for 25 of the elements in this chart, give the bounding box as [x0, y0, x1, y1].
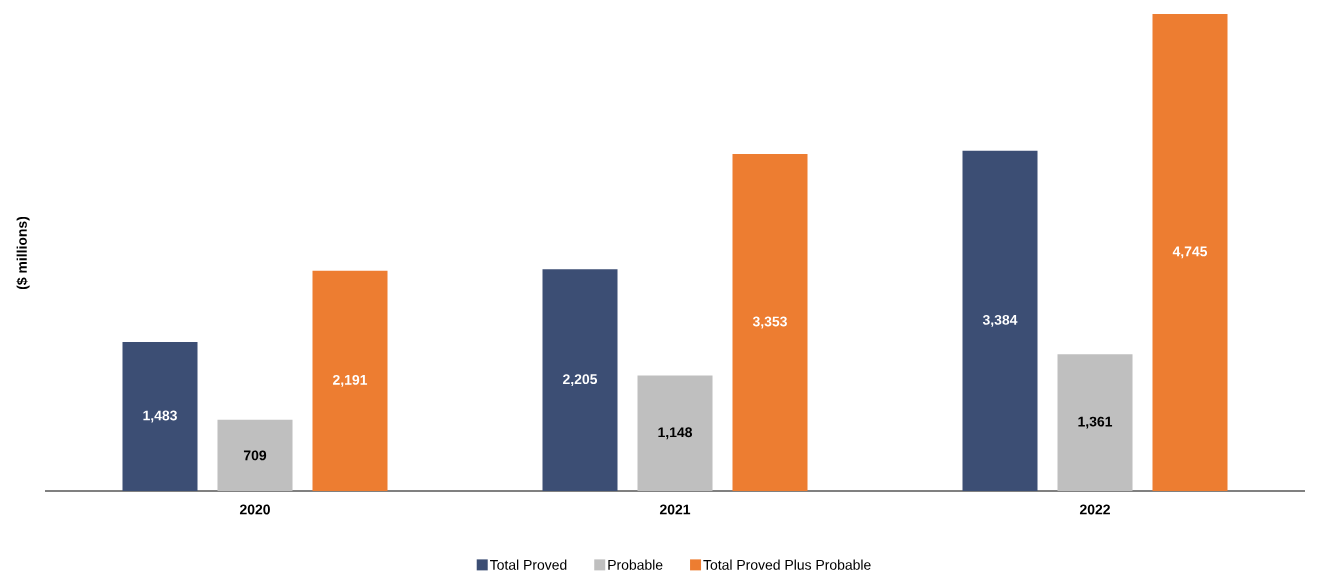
- bar: [122, 341, 198, 491]
- bar: [312, 270, 388, 491]
- data-label: 1,483: [143, 410, 177, 423]
- x-tick-label: 2022: [1079, 504, 1110, 515]
- legend-label: Total Proved Plus Probable: [703, 559, 871, 570]
- data-label: 3,384: [982, 314, 1018, 327]
- bar: [1152, 14, 1228, 491]
- data-label: 1,148: [658, 427, 693, 440]
- data-label: 2,205: [563, 374, 598, 387]
- x-tick-label: 2021: [659, 504, 691, 515]
- data-label: 3,353: [752, 316, 787, 329]
- bar: [962, 150, 1038, 491]
- bar: [217, 419, 293, 491]
- bar: [732, 153, 808, 491]
- bar: [542, 269, 618, 491]
- y-axis-title: ($ millions): [16, 216, 30, 290]
- data-label: 709: [243, 450, 267, 461]
- data-label: 1,361: [1078, 416, 1113, 429]
- data-label: 2,191: [333, 374, 368, 387]
- legend-label: Total Proved: [490, 559, 567, 570]
- legend-label: Probable: [608, 559, 663, 570]
- bar: [637, 375, 713, 491]
- bar: [1057, 354, 1133, 491]
- data-label: 4,745: [1172, 246, 1208, 259]
- x-tick-label: 2020: [239, 504, 270, 515]
